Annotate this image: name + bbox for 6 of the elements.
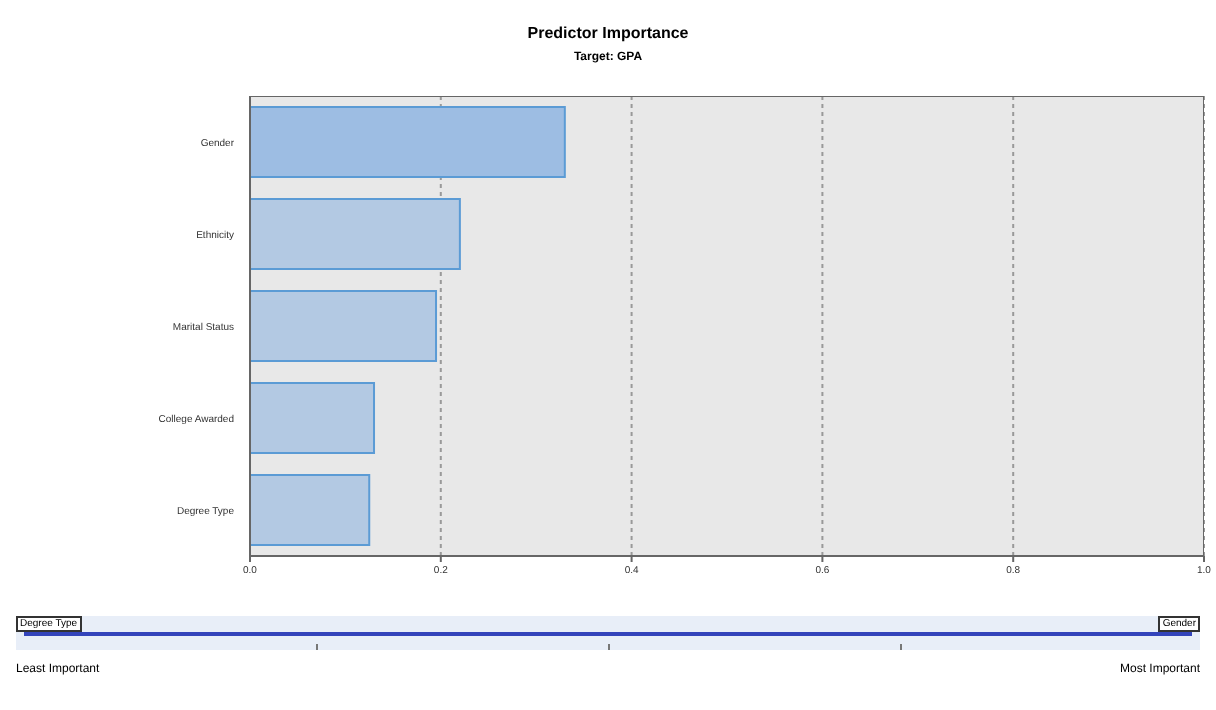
chart-title: Predictor Importance <box>525 24 691 42</box>
bar <box>250 290 438 363</box>
bar <box>250 106 566 179</box>
bar <box>250 198 461 271</box>
bar <box>250 382 376 455</box>
bar <box>250 474 371 547</box>
